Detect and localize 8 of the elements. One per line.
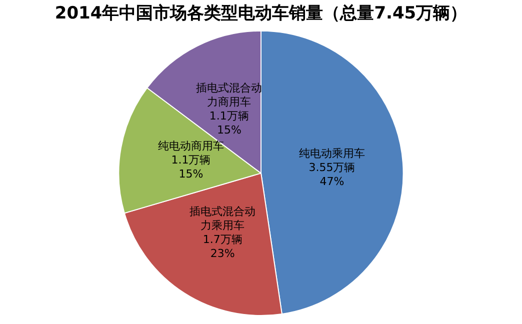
slice-label: 插电式混合动力乘用车	[190, 204, 256, 232]
data-label: 1.1万辆 15%	[209, 109, 249, 136]
slice-label: 纯电动商用车	[158, 139, 224, 152]
data-label: 1.7万辆 23%	[202, 232, 242, 260]
slice-label: 纯电动乘用车	[298, 146, 365, 160]
chart-title: 2014年中国市场各类型电动车销量（总量7.45万辆）	[54, 4, 468, 24]
data-label: 1.1万辆 15%	[171, 153, 211, 180]
data-label: 3.55万辆 47%	[308, 160, 356, 188]
